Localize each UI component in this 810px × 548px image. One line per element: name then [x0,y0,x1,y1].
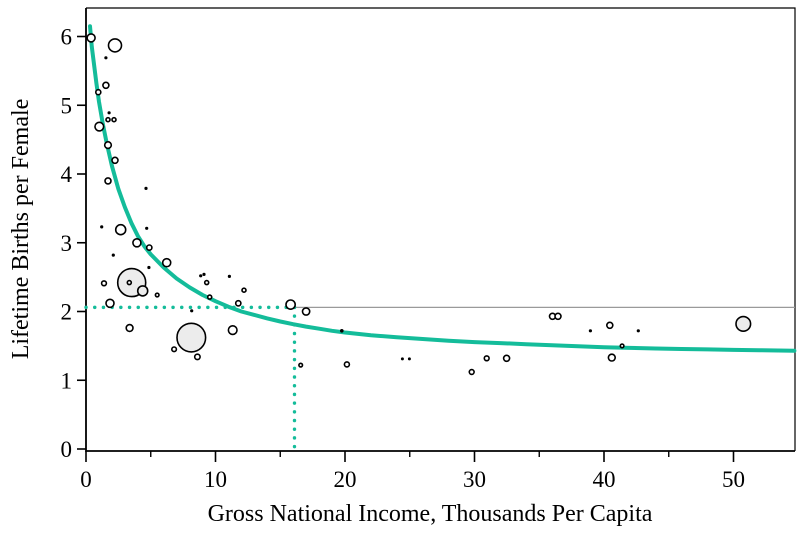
x-tick-label: 20 [334,467,357,492]
data-point [104,177,112,185]
data-point [400,357,404,361]
data-point [111,253,115,257]
y-axis-label: Lifetime Births per Female [8,99,34,360]
data-point [285,299,296,310]
data-point [144,186,148,190]
data-point [114,223,127,236]
data-point [735,315,752,333]
data-point [588,329,593,333]
data-point [171,346,178,353]
data-point [636,329,640,333]
fitted-curve [88,24,797,353]
data-point [105,116,111,123]
data-point [206,294,213,300]
data-point [407,357,411,361]
data-point [145,226,149,230]
data-point [227,274,231,278]
frame-border [86,7,796,451]
plot-frame [85,7,796,452]
data-point [343,361,351,368]
data-point [619,343,625,349]
data-point [483,355,490,362]
x-tick-label: 10 [204,467,227,492]
data-point [100,225,104,229]
data-point [554,312,562,321]
data-point [607,353,616,362]
data-point [340,329,344,333]
data-point [193,353,201,361]
data-point [94,121,105,132]
data-point [126,279,133,286]
data-point [111,156,119,165]
data-point [95,88,102,96]
data-point [105,298,115,309]
data-point [301,307,311,316]
data-point [107,111,111,115]
y-tick-label: 0 [61,437,73,462]
data-point [241,287,247,294]
tick-labels: 0 10 20 30 40 50 0 1 2 3 4 5 6 [61,25,746,493]
x-tick-label: 0 [80,467,92,492]
data-point [468,368,475,376]
axis-ticks [77,35,735,462]
data-point [86,33,96,43]
scatter-points [86,33,752,376]
data-point [605,321,614,330]
data-point [125,323,134,333]
data-point [102,81,110,90]
data-point [202,272,206,276]
x-tick-label: 50 [722,467,745,492]
y-tick-label: 5 [61,93,73,118]
y-tick-label: 3 [61,231,73,256]
data-point [176,322,207,353]
data-point [104,56,108,60]
data-point [234,299,242,307]
data-point [190,309,194,313]
x-axis-label: Gross National Income, Thousands Per Cap… [208,501,653,527]
x-tick-label: 30 [463,467,486,492]
trend-curve [88,24,797,353]
data-point [100,280,108,287]
data-point [161,257,172,268]
y-tick-label: 4 [61,162,73,187]
data-point [132,238,142,248]
y-tick-label: 1 [61,368,73,393]
reference-lines [84,305,795,451]
y-tick-label: 2 [61,300,73,325]
data-point [107,38,123,53]
data-point [298,362,304,368]
data-point [502,354,511,363]
y-tick-label: 6 [61,25,73,50]
data-point [154,292,160,298]
data-point [203,279,210,286]
data-point [103,141,113,150]
data-point [147,265,151,270]
data-point [145,244,153,251]
axis-spines [85,8,795,452]
data-point [111,116,117,123]
data-point [199,274,203,278]
data-point [227,325,238,336]
data-point [136,285,149,297]
x-tick-label: 40 [593,467,616,492]
